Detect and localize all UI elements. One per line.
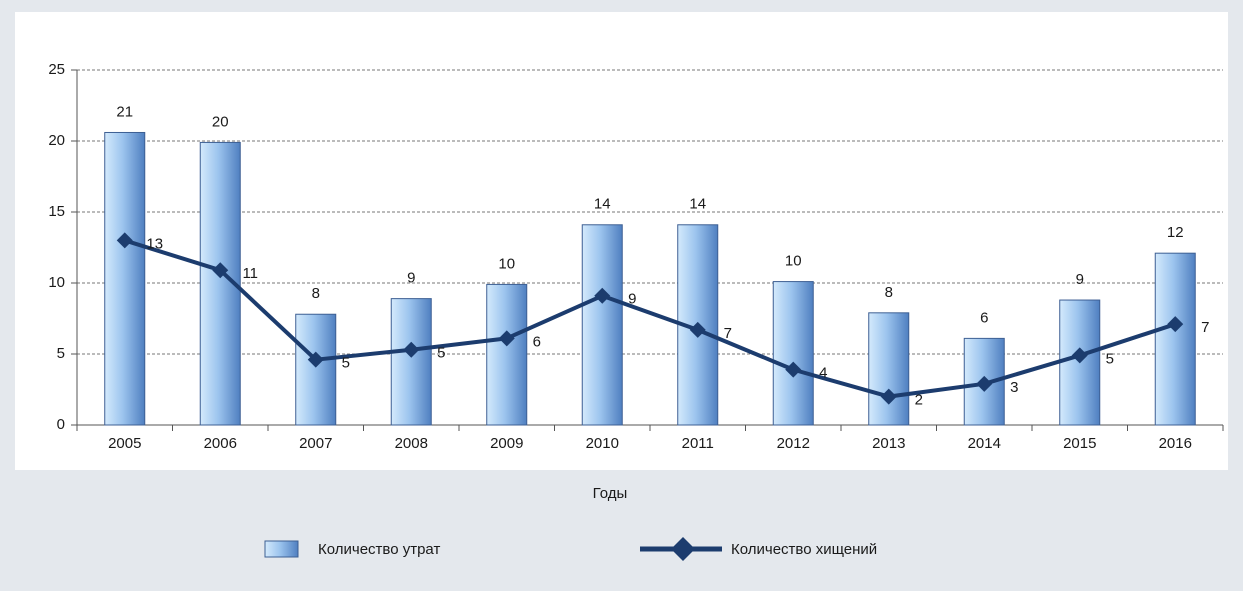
x-tick-label: 2011 (682, 435, 714, 452)
bar (295, 313, 337, 426)
line-value-label: 7 (724, 325, 732, 342)
line-value-label: 5 (437, 345, 445, 362)
line-value-label: 5 (1106, 350, 1114, 367)
bar-value-label: 14 (594, 196, 611, 213)
bar-value-label: 6 (980, 309, 988, 326)
x-tick-label: 2013 (872, 435, 905, 452)
line-value-label: 11 (242, 265, 258, 282)
legend-label: Количество утрат (318, 541, 440, 558)
x-tick-label: 2012 (777, 435, 810, 452)
line-marker (307, 351, 324, 368)
y-tick-label: 5 (57, 345, 65, 362)
line-marker (1071, 347, 1088, 364)
line-marker (1167, 316, 1184, 333)
bar-value-label: 8 (312, 285, 320, 302)
x-tick-label: 2014 (968, 435, 1001, 452)
bar-value-label: 21 (116, 103, 133, 120)
line (124, 238, 1176, 399)
line-marker (594, 287, 611, 304)
line-value-label: 5 (342, 355, 350, 372)
line-marker (212, 262, 229, 279)
x-tick-label: 2009 (490, 435, 523, 452)
bar (772, 281, 814, 426)
bar-value-label: 9 (1076, 271, 1084, 288)
line-marker (116, 232, 133, 249)
bar (104, 131, 146, 426)
line-marker (976, 375, 993, 392)
line-value-label: 6 (533, 333, 541, 350)
y-tick-label: 15 (48, 203, 65, 220)
line-value-label: 7 (1201, 319, 1209, 336)
y-tick-label: 10 (48, 274, 65, 291)
bar-value-label: 10 (498, 255, 515, 272)
bar (390, 298, 432, 426)
bar-value-label: 9 (407, 270, 415, 287)
bar-value-label: 10 (785, 253, 802, 270)
line-marker (403, 341, 420, 358)
bar-value-label: 20 (212, 113, 229, 130)
legend-label: Количество хищений (731, 541, 877, 558)
x-tick-label: 2010 (586, 435, 619, 452)
x-tick-label: 2008 (395, 435, 428, 452)
line-value-label: 3 (1010, 379, 1018, 396)
x-tick-label: 2006 (204, 435, 237, 452)
line-value-label: 2 (915, 392, 923, 409)
bar (868, 312, 910, 426)
x-tick-label: 2007 (299, 435, 332, 452)
x-axis-title: Годы (593, 485, 628, 502)
bar-value-label: 8 (885, 284, 893, 301)
x-tick-label: 2005 (108, 435, 141, 452)
bar (486, 283, 528, 426)
y-tick-label: 20 (48, 132, 65, 149)
x-tick-label: 2016 (1159, 435, 1192, 452)
line-value-label: 4 (819, 365, 827, 382)
legend-swatch (264, 540, 299, 558)
bar-value-label: 14 (689, 196, 706, 213)
line-value-label: 9 (628, 291, 636, 308)
line-marker (785, 361, 802, 378)
y-tick-label: 0 (57, 416, 65, 433)
y-tick-label: 25 (48, 61, 65, 78)
bar-value-label: 12 (1167, 224, 1184, 241)
x-tick-label: 2015 (1063, 435, 1096, 452)
line-value-label: 13 (146, 235, 163, 252)
line-marker (689, 321, 706, 338)
bar (1154, 252, 1196, 426)
line-marker (880, 388, 897, 405)
line-marker (498, 330, 515, 347)
legend-swatch (671, 537, 695, 561)
bar (581, 224, 623, 426)
